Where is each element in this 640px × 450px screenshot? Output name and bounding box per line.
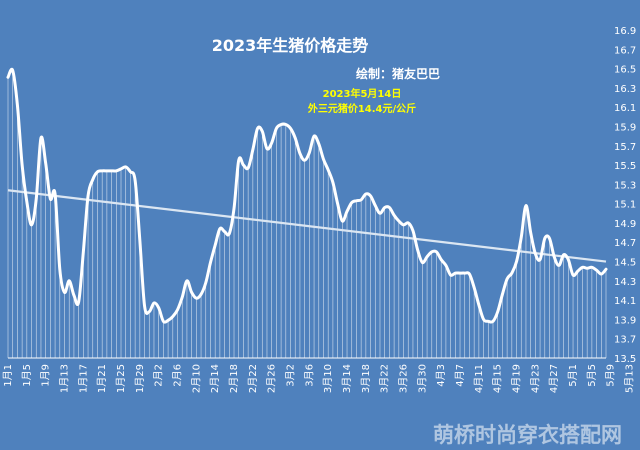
x-tick-label: 1月13: [59, 364, 71, 393]
chart-title: 2023年生猪价格走势: [212, 36, 369, 55]
y-tick-label: 14.9: [614, 219, 636, 230]
trendline: [7, 189, 607, 263]
x-axis-ticks: [7, 70, 607, 359]
y-tick-label: 15.9: [614, 122, 636, 133]
x-tick-label: 1月9: [40, 364, 52, 387]
x-tick-label: 2月22: [247, 364, 259, 393]
x-tick-label: 2月6: [172, 364, 184, 387]
x-tick-label: 3月2: [285, 364, 297, 387]
y-tick-label: 15.1: [614, 200, 636, 211]
x-tick-label: 1月21: [96, 364, 108, 393]
x-tick-label: 5月1: [567, 364, 579, 387]
y-tick-label: 16.7: [614, 45, 636, 56]
annotation-date: 2023年5月14日: [323, 87, 402, 100]
x-tick-label: 1月29: [134, 364, 146, 393]
watermark: 萌桥时尚穿衣搭配网: [433, 423, 622, 447]
x-tick-label: 4月19: [511, 364, 523, 393]
y-tick-label: 14.3: [614, 277, 636, 288]
x-tick-label: 3月30: [416, 364, 428, 393]
x-tick-label: 1月1: [2, 364, 14, 387]
x-tick-label: 1月5: [21, 364, 33, 387]
series-layer: [6, 67, 608, 324]
y-tick-label: 13.9: [614, 315, 636, 326]
x-tick-label: 3月6: [303, 364, 315, 387]
x-tick-label: 1月25: [115, 364, 127, 393]
x-tick-label: 3月14: [341, 364, 353, 393]
x-tick-label: 2月10: [190, 364, 202, 393]
x-tick-label: 4月7: [454, 364, 466, 387]
x-tick-label: 4月27: [548, 364, 560, 393]
y-tick-label: 16.1: [614, 103, 636, 114]
x-tick-label: 2月14: [209, 364, 221, 393]
annotation-price: 外三元猪价14.4元/公斤: [307, 102, 416, 115]
y-tick-label: 13.5: [614, 354, 636, 365]
y-tick-label: 13.7: [614, 335, 636, 346]
x-tick-label: 2月2: [153, 364, 165, 387]
y-tick-label: 16.5: [614, 65, 636, 76]
x-tick-label: 4月23: [529, 364, 541, 393]
y-tick-label: 14.1: [614, 296, 636, 307]
chart-subtitle: 绘制：猪友巴巴: [356, 66, 440, 81]
x-tick-label: 4月15: [492, 364, 504, 393]
y-tick-label: 16.9: [614, 26, 636, 37]
x-tick-label: 3月18: [360, 364, 372, 393]
y-tick-label: 16.3: [614, 84, 636, 95]
x-tick-label: 2月18: [228, 364, 240, 393]
x-tick-label: 4月3: [435, 364, 447, 387]
y-tick-label: 15.7: [614, 142, 636, 153]
x-tick-label: 5月13: [624, 364, 636, 393]
x-tick-label: 2月26: [266, 364, 278, 393]
y-tick-label: 15.5: [614, 161, 636, 172]
x-tick-label: 5月5: [586, 364, 598, 387]
y-tick-label: 15.3: [614, 180, 636, 191]
y-axis: 16.9 16.7 16.5 16.3 16.1 15.9 15.7 15.5 15.3 15.1…: [614, 26, 636, 365]
y-tick-label: 14.7: [614, 238, 636, 249]
x-axis: 1月1 1月5 1月9 1月13 1月17 1月21 1月25 1月29 2月2 2月6 2月10 2…: [2, 364, 636, 393]
x-tick-label: 3月22: [379, 364, 391, 393]
series-line: [6, 67, 608, 324]
x-tick-label: 3月26: [398, 364, 410, 393]
x-tick-label: 1月17: [77, 364, 89, 393]
y-tick-label: 14.5: [614, 258, 636, 269]
x-tick-label: 3月10: [322, 364, 334, 393]
x-tick-label: 4月11: [473, 364, 485, 393]
trendline-layer: [7, 189, 607, 263]
x-tick-label: 5月9: [605, 364, 617, 387]
